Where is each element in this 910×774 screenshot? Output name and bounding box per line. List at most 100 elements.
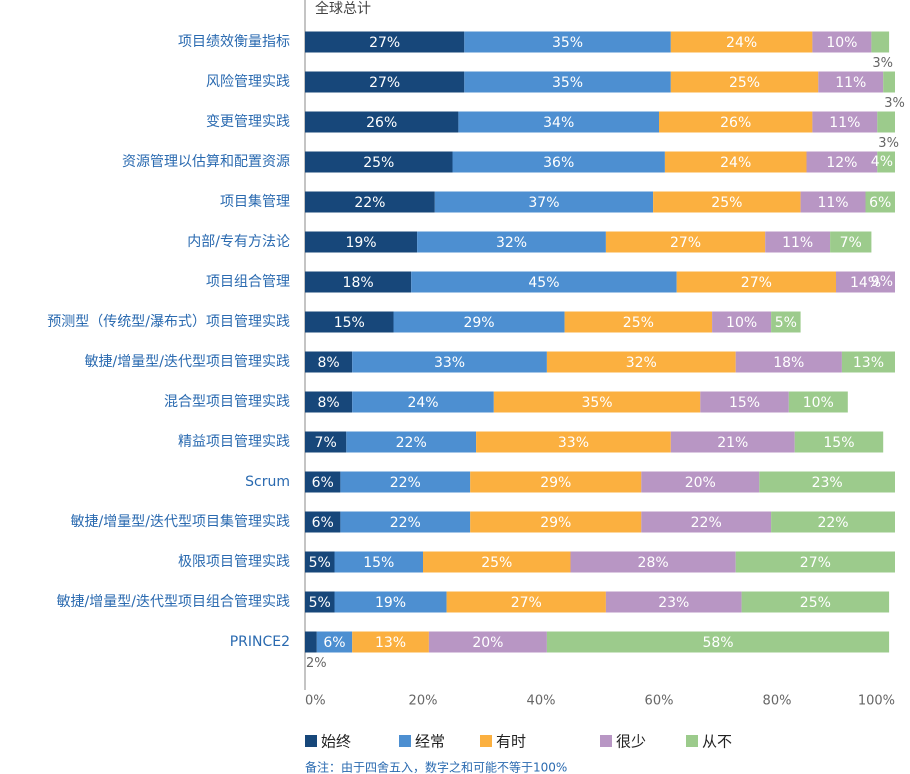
- bar-segment: [700, 391, 789, 413]
- value-label: 6%: [869, 195, 891, 211]
- bar-segment: [305, 151, 453, 173]
- category-label: Scrum: [245, 474, 290, 490]
- bar-segment: [676, 271, 836, 293]
- bar-segment: [305, 191, 435, 213]
- value-label: 15%: [334, 315, 365, 331]
- bar-segment: [446, 591, 606, 613]
- value-label: 35%: [552, 75, 583, 91]
- legend-label: 经常: [415, 733, 445, 751]
- bar-segment: [664, 151, 807, 173]
- bar-segment: [411, 271, 677, 293]
- bar-segment: [659, 111, 813, 133]
- value-label: 25%: [481, 555, 512, 571]
- bar-segment: [423, 551, 571, 573]
- value-label: 10%: [726, 315, 757, 331]
- value-label: 22%: [691, 515, 722, 531]
- bar-segment: [735, 351, 842, 373]
- bar-segment: [670, 431, 795, 453]
- legend-label: 始终: [321, 733, 351, 751]
- value-label: 25%: [623, 315, 654, 331]
- legend-label: 从不: [702, 733, 732, 751]
- bar-segment: [771, 511, 895, 533]
- bar-segment: [771, 311, 801, 333]
- value-label: 10%: [803, 395, 834, 411]
- chart-title: 全球总计: [315, 0, 371, 17]
- value-label: 35%: [552, 35, 583, 51]
- bar-segment: [417, 231, 606, 253]
- legend-label: 很少: [616, 733, 646, 751]
- value-label: 36%: [543, 155, 574, 171]
- value-label: 3%: [878, 136, 899, 151]
- bar-segment: [340, 511, 471, 533]
- x-tick-label: 40%: [527, 694, 556, 709]
- bar-segment: [334, 591, 447, 613]
- value-label: 26%: [720, 115, 751, 131]
- value-label: 7%: [315, 435, 337, 451]
- bar-segment: [305, 551, 335, 573]
- bar-segment: [464, 31, 671, 53]
- bar-segment: [641, 511, 772, 533]
- value-label: 58%: [702, 635, 733, 651]
- value-label: 29%: [540, 475, 571, 491]
- category-label: 项目集管理: [220, 193, 290, 210]
- bar-segment: [352, 631, 429, 653]
- bar-segment: [493, 391, 701, 413]
- legend-label: 有时: [496, 733, 526, 751]
- value-label: 7%: [840, 235, 862, 251]
- value-label: 29%: [540, 515, 571, 531]
- category-label: 敏捷/增量型/迭代型项目管理实践: [85, 354, 290, 370]
- value-label: 5%: [309, 555, 331, 571]
- bar-segment: [305, 31, 465, 53]
- value-label: 6%: [323, 635, 345, 651]
- value-label: 11%: [817, 195, 848, 211]
- value-label: 26%: [366, 115, 397, 131]
- bar-segment: [316, 631, 353, 653]
- value-label: 22%: [390, 475, 421, 491]
- category-label: 精益项目管理实践: [178, 434, 290, 450]
- bar-segment: [877, 151, 895, 173]
- bar-segment: [305, 431, 347, 453]
- value-label: 29%: [463, 315, 494, 331]
- value-label: 45%: [528, 275, 559, 291]
- category-label: 资源管理以估算和配置资源: [122, 154, 290, 170]
- bar-segment: [836, 271, 895, 293]
- value-label: 27%: [800, 555, 831, 571]
- bar-segment: [564, 311, 713, 333]
- value-label: 10%: [826, 35, 857, 51]
- bar-segment: [670, 71, 819, 93]
- value-label: 15%: [363, 555, 394, 571]
- bar-segment: [346, 431, 477, 453]
- value-label: 25%: [800, 595, 831, 611]
- legend-swatch: [600, 735, 612, 747]
- value-label: 23%: [812, 475, 843, 491]
- bar-segment: [470, 471, 642, 493]
- bar-segment: [305, 511, 341, 533]
- bar-segment: [464, 71, 671, 93]
- value-label: 20%: [472, 635, 503, 651]
- bar-segment: [735, 551, 895, 573]
- bar-segment: [800, 191, 866, 213]
- value-label: 2%: [306, 656, 327, 671]
- legend-swatch: [399, 735, 411, 747]
- bar-segment: [428, 631, 547, 653]
- category-label: PRINCE2: [230, 634, 290, 650]
- value-label: 11%: [829, 115, 860, 131]
- category-label: 敏捷/增量型/迭代型项目组合管理实践: [57, 594, 290, 610]
- bar-segment: [546, 351, 736, 373]
- value-label: 33%: [434, 355, 465, 371]
- category-label: 风险管理实践: [206, 74, 290, 90]
- bar-segment: [305, 631, 317, 653]
- value-label: 24%: [407, 395, 438, 411]
- category-label: 项目绩效衡量指标: [178, 34, 290, 50]
- plot-area: [305, 31, 895, 653]
- category-label: 极限项目管理实践: [178, 554, 290, 570]
- bar-segment: [605, 591, 742, 613]
- value-label: 13%: [375, 635, 406, 651]
- value-label: 11%: [835, 75, 866, 91]
- bar-segment: [605, 231, 766, 253]
- value-label: 15%: [823, 435, 854, 451]
- bar-segment: [871, 31, 890, 53]
- value-label: 22%: [396, 435, 427, 451]
- bar-segment: [476, 431, 671, 453]
